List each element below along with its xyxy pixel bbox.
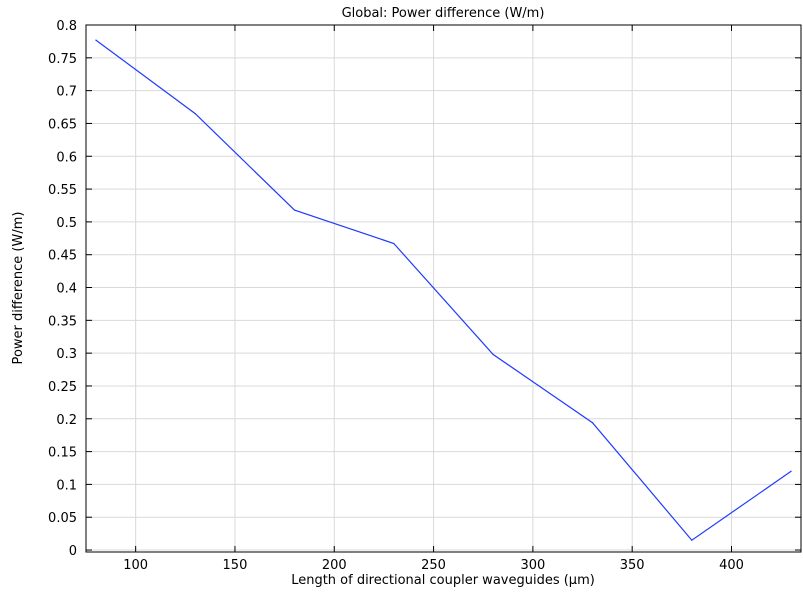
y-tick-label: 0.6: [56, 150, 77, 165]
y-tick-label: 0: [69, 544, 77, 559]
data-point: [194, 112, 196, 115]
x-tick-label: 350: [620, 558, 645, 573]
series-line: [95, 39, 792, 542]
x-tick-label: 250: [421, 558, 446, 573]
data-point: [293, 209, 296, 211]
y-tick-label: 0.1: [56, 478, 77, 493]
y-tick-label: 0.55: [48, 183, 77, 198]
x-tick-label: 400: [719, 558, 744, 573]
y-tick-label: 0.65: [48, 117, 77, 132]
data-point: [790, 470, 792, 472]
y-tick-label: 0.2: [56, 413, 77, 428]
plot-frame: [85, 24, 802, 553]
axis-ticks: [86, 24, 801, 552]
y-tick-label: 0.7: [56, 85, 77, 100]
x-tick-label: 200: [322, 558, 347, 573]
y-tick-label: 0.3: [56, 347, 77, 362]
x-tick-label: 100: [123, 558, 148, 573]
y-tick-label: 0.4: [56, 282, 77, 297]
y-tick-label: 0.75: [48, 52, 77, 67]
y-tick-label: 0.05: [48, 511, 77, 526]
data-point: [591, 422, 594, 424]
y-tick-label: 0.25: [48, 380, 77, 395]
x-tick-label: 300: [520, 558, 545, 573]
data-point: [691, 539, 693, 541]
series-group: [95, 39, 792, 542]
y-tick-label: 0.15: [48, 446, 77, 461]
y-axis-title: Power difference (W/m): [11, 212, 26, 365]
x-axis-title: Length of directional coupler waveguides…: [291, 573, 595, 588]
y-tick-label: 0.5: [56, 216, 77, 231]
chart-title: Global: Power difference (W/m): [342, 6, 545, 21]
tick-labels: 100 150 200 250 300 350 400 0 0.05 0.1 0.15 0.2 0.25…: [48, 19, 744, 573]
data-point: [393, 242, 395, 245]
grid: [86, 24, 801, 552]
y-tick-label: 0.35: [48, 314, 77, 329]
x-tick-label: 150: [223, 558, 248, 573]
y-tick-label: 0.8: [56, 19, 77, 34]
data-point: [492, 353, 494, 356]
data-point: [95, 39, 97, 41]
y-tick-label: 0.45: [48, 249, 77, 264]
